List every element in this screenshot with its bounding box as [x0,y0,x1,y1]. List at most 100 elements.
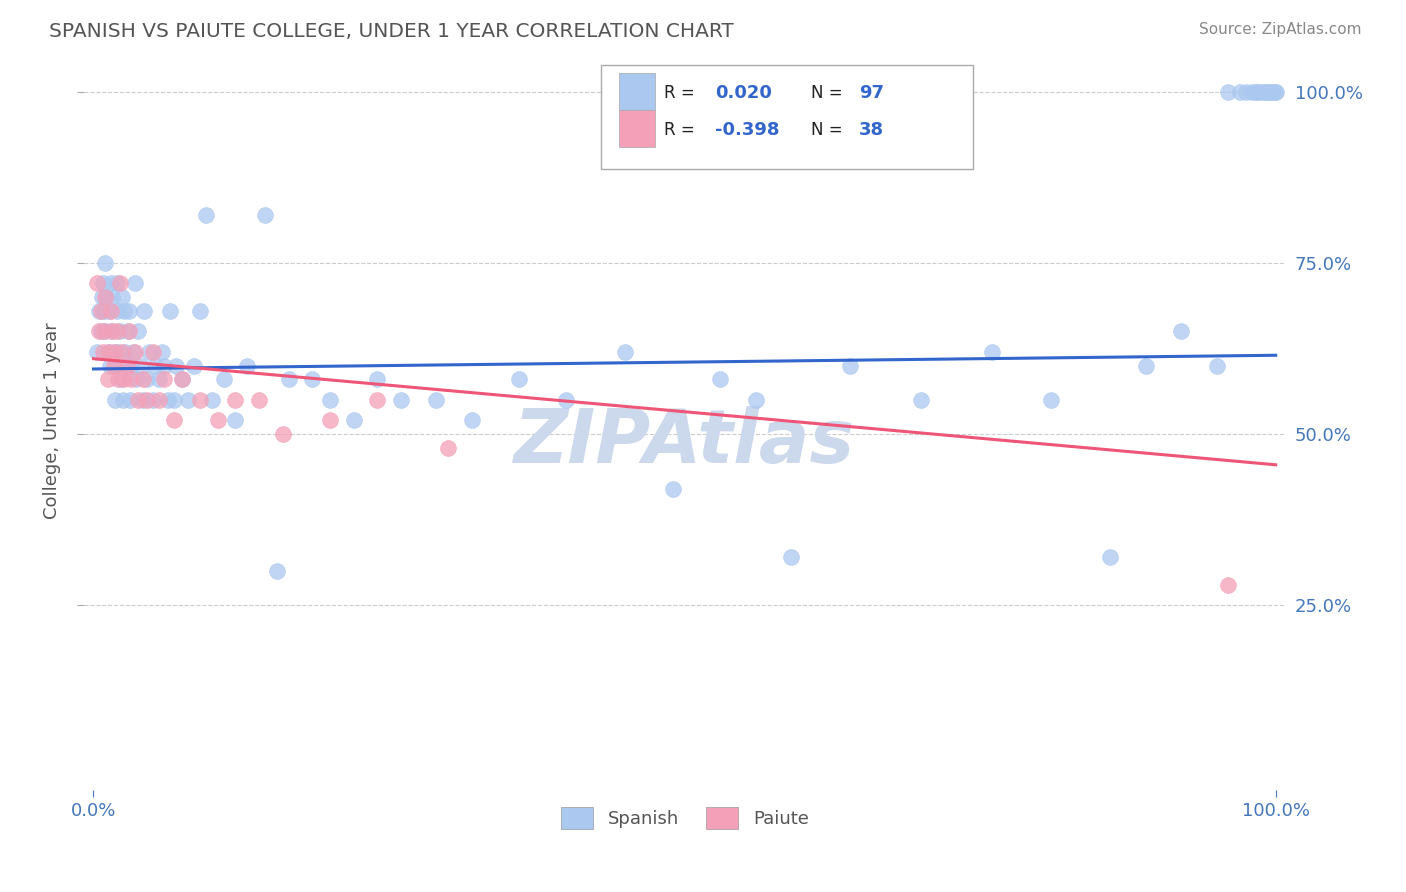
Point [98,359,121,373]
Point [207,413,229,427]
Point [90,303,112,318]
Point [112,392,135,407]
Point [97,303,120,318]
Point [1264,85,1286,99]
Text: ZIPAtlas: ZIPAtlas [515,406,855,479]
Point [1170,324,1192,338]
Point [188,303,211,318]
Point [114,344,136,359]
Point [1263,85,1285,99]
Point [555,392,578,407]
Point [366,392,388,407]
Point [125,372,148,386]
Point [366,372,388,386]
Point [129,359,152,373]
Point [132,392,155,407]
Point [108,277,131,291]
Point [201,392,224,407]
FancyBboxPatch shape [600,65,973,169]
Point [1135,359,1157,373]
Point [112,303,135,318]
Point [134,303,156,318]
Point [425,392,447,407]
Point [266,564,288,578]
Point [1241,85,1264,99]
Point [121,344,143,359]
Point [120,372,142,386]
FancyBboxPatch shape [619,73,655,110]
Point [1218,577,1240,591]
Point [91,277,114,291]
Point [165,359,187,373]
Point [1247,85,1270,99]
Point [614,344,637,359]
Point [1244,85,1267,99]
Point [277,372,299,386]
Point [112,372,135,386]
Point [1250,85,1272,99]
Point [1205,359,1227,373]
Point [508,372,530,386]
Point [107,372,129,386]
Point [301,372,323,386]
Point [93,303,115,318]
Text: R =: R = [664,84,700,102]
Point [224,392,246,407]
Point [156,392,179,407]
Point [910,392,932,407]
Point [108,324,131,338]
Point [780,550,803,565]
Point [103,344,125,359]
Point [212,372,235,386]
Point [100,303,122,318]
Point [89,303,111,318]
Point [100,324,122,338]
Point [143,359,166,373]
Text: 97: 97 [859,84,884,102]
Point [271,427,294,442]
Point [111,344,134,359]
Point [104,344,127,359]
Point [101,324,124,338]
Point [148,372,170,386]
Point [124,344,146,359]
Point [1256,85,1278,99]
Point [86,344,108,359]
Point [159,303,181,318]
Point [115,359,138,373]
Point [104,392,127,407]
Point [91,344,114,359]
Point [138,344,160,359]
Point [744,392,766,407]
Point [118,303,141,318]
Point [1254,85,1277,99]
Point [127,392,149,407]
Point [111,290,134,304]
Text: 38: 38 [859,120,884,139]
Point [183,359,205,373]
Legend: Spanish, Paiute: Spanish, Paiute [554,800,815,837]
Point [461,413,484,427]
Point [105,324,128,338]
Point [177,392,200,407]
Y-axis label: College, Under 1 year: College, Under 1 year [44,322,60,518]
Point [110,372,132,386]
Point [118,324,141,338]
Point [96,290,118,304]
Text: 0.020: 0.020 [714,84,772,102]
Point [153,359,176,373]
Point [1229,85,1251,99]
Point [224,413,246,427]
Point [389,392,412,407]
Point [981,344,1004,359]
Text: SPANISH VS PAIUTE COLLEGE, UNDER 1 YEAR CORRELATION CHART: SPANISH VS PAIUTE COLLEGE, UNDER 1 YEAR … [49,22,734,41]
Point [662,482,685,496]
Point [1040,392,1063,407]
Point [1234,85,1257,99]
Point [127,324,149,338]
Point [120,392,142,407]
Point [163,413,186,427]
Point [120,359,142,373]
Point [142,344,165,359]
Point [135,392,157,407]
